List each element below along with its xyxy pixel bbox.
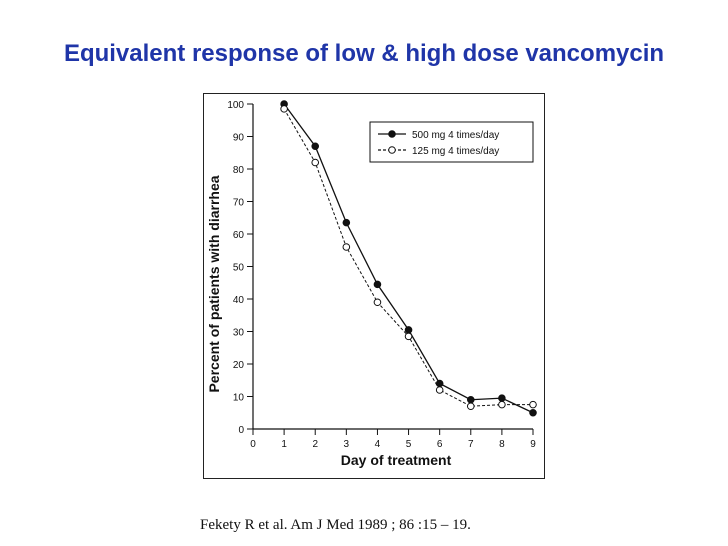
axes: 0 10 20 30 40 50 60 70 80 90 100 0 1 2 3 4 5 6 7 8 9 xyxy=(227,100,536,450)
y-tick-label: 20 xyxy=(233,360,245,371)
y-tick-label: 60 xyxy=(233,230,245,241)
x-tick-label: 6 xyxy=(437,439,443,450)
y-tick-label: 10 xyxy=(233,393,245,404)
legend-label-2: 125 mg 4 times/day xyxy=(412,146,499,157)
y-tick-label: 80 xyxy=(233,165,245,176)
line-chart: 0 10 20 30 40 50 60 70 80 90 100 0 1 2 3 4 5 6 7 8 9 500 mg … xyxy=(206,100,537,468)
data-point-series-1 xyxy=(466,395,475,404)
data-point-series-1 xyxy=(373,280,382,289)
x-tick-label: 1 xyxy=(281,439,287,450)
data-point-series-1 xyxy=(498,394,506,402)
data-point-series-1 xyxy=(529,408,537,417)
slide-title: Equivalent response of low & high dose v… xyxy=(63,40,665,67)
x-tick-label: 9 xyxy=(530,439,536,450)
data-point-series-2 xyxy=(498,400,506,409)
data-point-series-1 xyxy=(311,142,320,151)
citation: Fekety R et al. Am J Med 1989 ; 86 :15 –… xyxy=(200,517,471,533)
data-point-series-2 xyxy=(280,105,288,113)
data-point-series-2 xyxy=(342,243,351,251)
legend-marker-2 xyxy=(388,146,396,154)
x-tick-label: 2 xyxy=(312,439,318,450)
legend-box xyxy=(369,121,534,163)
legend-marker-1 xyxy=(388,130,396,138)
legend: 500 mg 4 times/day 125 mg 4 times/day xyxy=(369,121,534,163)
x-tick-label: 4 xyxy=(375,439,381,450)
data-point-series-2 xyxy=(404,332,413,341)
data-point-series-2 xyxy=(466,402,475,411)
y-tick-label: 70 xyxy=(233,198,245,209)
y-tick-label: 90 xyxy=(233,133,245,144)
data-point-series-1 xyxy=(404,326,413,334)
x-tick-label: 8 xyxy=(499,439,505,450)
data-point-series-1 xyxy=(435,379,444,388)
y-tick-label: 100 xyxy=(227,100,244,111)
x-axis-label: Day of treatment xyxy=(341,452,452,468)
y-tick-label: 50 xyxy=(233,263,245,274)
figure-frame: 0 10 20 30 40 50 60 70 80 90 100 0 1 2 3 4 5 6 7 8 9 500 mg … xyxy=(203,93,545,479)
data-point-series-2 xyxy=(435,386,444,394)
y-tick-label: 0 xyxy=(238,425,244,436)
x-tick-label: 7 xyxy=(468,439,474,450)
y-tick-label: 40 xyxy=(233,295,245,306)
y-tick-label: 30 xyxy=(233,328,245,339)
data-point-series-1 xyxy=(342,218,351,227)
x-tick-label: 3 xyxy=(344,439,350,450)
x-tick-label: 5 xyxy=(406,439,412,450)
data-point-series-2 xyxy=(529,400,537,409)
legend-label-1: 500 mg 4 times/day xyxy=(412,130,499,141)
y-axis-label: Percent of patients with diarrhea xyxy=(206,175,222,392)
series-layer xyxy=(280,100,537,417)
data-point-series-2 xyxy=(311,158,320,167)
data-point-series-2 xyxy=(373,298,382,307)
x-tick-label: 0 xyxy=(250,439,256,450)
